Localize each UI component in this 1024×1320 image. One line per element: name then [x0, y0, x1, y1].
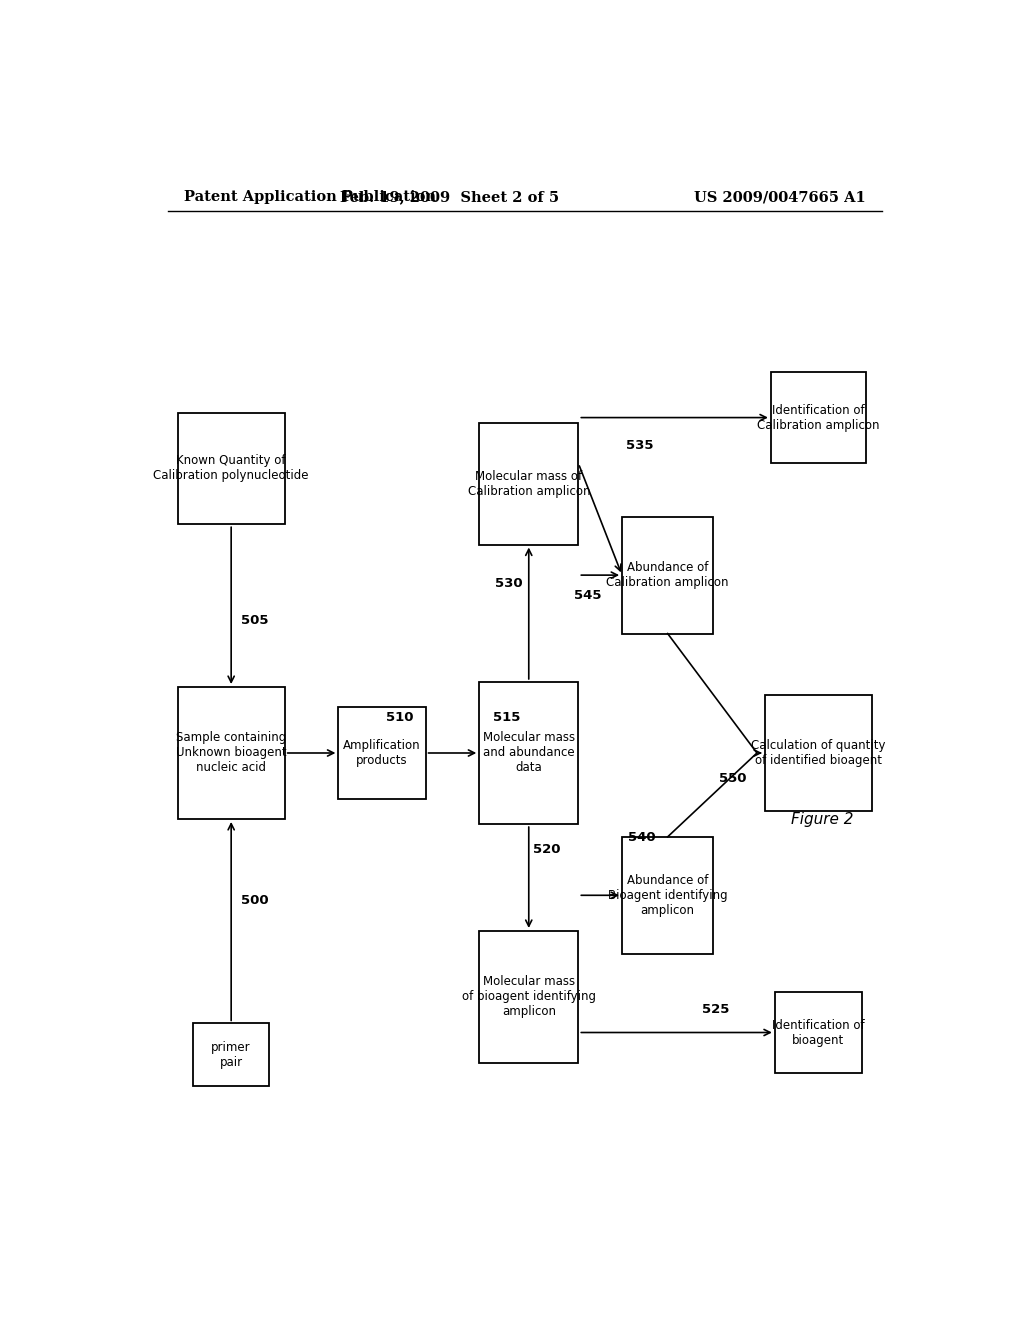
Text: 530: 530: [495, 577, 522, 590]
Text: 500: 500: [242, 894, 269, 907]
Text: Figure 2: Figure 2: [791, 812, 853, 826]
Bar: [177, 686, 285, 818]
Text: 550: 550: [719, 772, 746, 785]
Text: Patent Application Publication: Patent Application Publication: [183, 190, 435, 205]
Bar: [771, 372, 866, 463]
Text: 540: 540: [628, 830, 655, 843]
Text: primer
pair: primer pair: [211, 1041, 251, 1069]
Text: Identification of
bioagent: Identification of bioagent: [772, 1019, 864, 1047]
Bar: [177, 413, 285, 524]
Text: Molecular mass
and abundance
data: Molecular mass and abundance data: [482, 731, 574, 775]
Text: 525: 525: [701, 1003, 729, 1015]
Bar: [479, 682, 579, 824]
Bar: [479, 422, 579, 545]
Text: Molecular mass
of bioagent identifying
amplicon: Molecular mass of bioagent identifying a…: [462, 975, 596, 1019]
Text: Abundance of
Bioagent identifying
amplicon: Abundance of Bioagent identifying amplic…: [608, 874, 727, 917]
Text: 510: 510: [386, 711, 414, 723]
Text: 505: 505: [242, 614, 269, 627]
Text: US 2009/0047665 A1: US 2009/0047665 A1: [694, 190, 866, 205]
Bar: [775, 991, 862, 1073]
Bar: [479, 931, 579, 1063]
Text: Abundance of
Calibration amplicon: Abundance of Calibration amplicon: [606, 561, 729, 589]
Bar: [765, 694, 872, 812]
Text: Identification of
Calibration amplicon: Identification of Calibration amplicon: [757, 404, 880, 432]
Bar: [622, 516, 714, 634]
Text: Sample containing
Unknown bioagent
nucleic acid: Sample containing Unknown bioagent nucle…: [176, 731, 287, 775]
Bar: [194, 1023, 269, 1086]
Text: Molecular mass of
Calibration amplicon: Molecular mass of Calibration amplicon: [468, 470, 590, 498]
Text: Known Quantity of
Calibration polynucleotide: Known Quantity of Calibration polynucleo…: [154, 454, 309, 482]
Text: Feb. 19, 2009  Sheet 2 of 5: Feb. 19, 2009 Sheet 2 of 5: [340, 190, 559, 205]
Text: 515: 515: [494, 711, 520, 723]
Text: Calculation of quantity
of identified bioagent: Calculation of quantity of identified bi…: [752, 739, 886, 767]
Text: 520: 520: [532, 843, 560, 857]
Bar: [338, 708, 426, 799]
Text: 535: 535: [627, 438, 654, 451]
Bar: [622, 837, 714, 954]
Text: Amplification
products: Amplification products: [343, 739, 421, 767]
Text: 545: 545: [574, 589, 601, 602]
